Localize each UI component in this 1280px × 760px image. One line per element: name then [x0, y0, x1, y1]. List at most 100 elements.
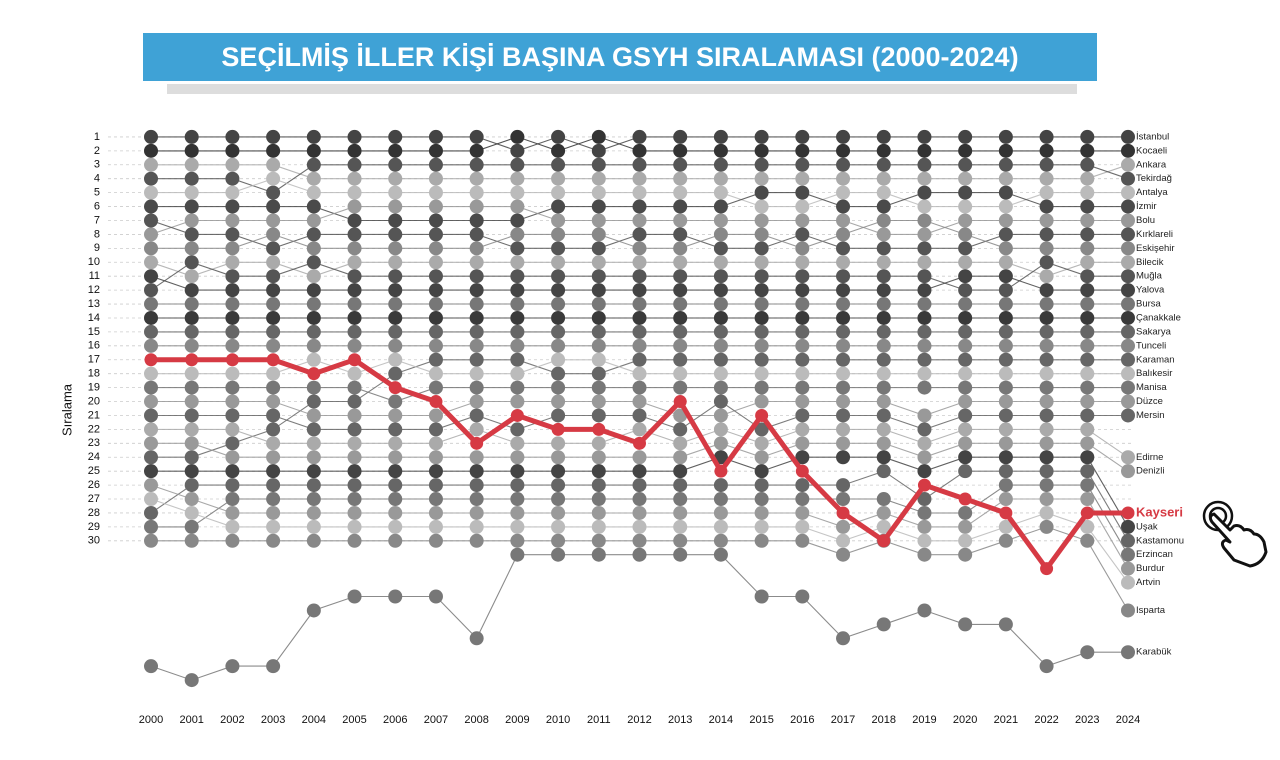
point: [266, 297, 281, 312]
point: [306, 171, 321, 186]
point: [713, 394, 728, 409]
point: [551, 310, 566, 325]
point: [551, 324, 566, 339]
point: [673, 185, 688, 200]
point: [795, 143, 810, 158]
point: [958, 283, 973, 298]
point: [184, 366, 199, 381]
point: [917, 408, 932, 423]
point: [306, 269, 321, 284]
point: [754, 464, 769, 479]
point: [266, 227, 281, 242]
point: [754, 324, 769, 339]
point: [958, 297, 973, 312]
point: [876, 255, 891, 270]
point: [469, 171, 484, 186]
point: [958, 310, 973, 325]
point: [184, 283, 199, 298]
highlight-point: [592, 422, 606, 436]
point: [713, 143, 728, 158]
point: [428, 505, 443, 520]
point: [591, 338, 606, 353]
point: [510, 492, 525, 507]
point: [998, 366, 1013, 381]
point: [795, 227, 810, 242]
point: [998, 324, 1013, 339]
point: [428, 450, 443, 465]
point: [876, 241, 891, 256]
point: [469, 241, 484, 256]
point: [306, 422, 321, 437]
series-label: Ankara: [1136, 159, 1167, 170]
point: [184, 241, 199, 256]
point: [917, 422, 932, 437]
point: [998, 380, 1013, 395]
point: [917, 603, 932, 618]
point: [551, 533, 566, 548]
point: [836, 227, 851, 242]
point: [184, 310, 199, 325]
point: [144, 199, 158, 214]
point: [836, 408, 851, 423]
point: [469, 269, 484, 284]
point: [469, 185, 484, 200]
point: [673, 227, 688, 242]
point: [876, 505, 891, 520]
point: [917, 310, 932, 325]
point: [184, 492, 199, 507]
point: [469, 129, 484, 144]
point: [958, 352, 973, 367]
point: [998, 129, 1013, 144]
point: [1121, 129, 1135, 144]
point: [673, 380, 688, 395]
point: [144, 269, 158, 284]
point: [184, 324, 199, 339]
point: [388, 185, 403, 200]
point: [347, 366, 362, 381]
point: [347, 157, 362, 172]
point: [591, 450, 606, 465]
point: [958, 380, 973, 395]
point: [510, 310, 525, 325]
point: [917, 185, 932, 200]
point: [754, 478, 769, 493]
point: [836, 283, 851, 298]
banner-shadow: [167, 84, 1077, 94]
y-tick-label: 15: [88, 326, 100, 338]
point: [1039, 338, 1054, 353]
point: [388, 283, 403, 298]
point: [1121, 352, 1135, 367]
point: [144, 659, 158, 674]
series-label: Eskişehir: [1136, 243, 1175, 254]
highlight-point: [551, 422, 565, 436]
point: [388, 338, 403, 353]
point: [428, 185, 443, 200]
point: [632, 464, 647, 479]
point: [144, 241, 158, 256]
highlight-label: Kayseri: [1136, 504, 1183, 519]
point: [225, 269, 240, 284]
point: [1080, 129, 1095, 144]
point: [306, 352, 321, 367]
point: [266, 157, 281, 172]
point: [632, 241, 647, 256]
x-tick-label: 2017: [831, 714, 855, 726]
point: [1039, 519, 1054, 534]
point: [673, 283, 688, 298]
point: [428, 352, 443, 367]
point: [1039, 255, 1054, 270]
point: [632, 450, 647, 465]
point: [225, 199, 240, 214]
point: [266, 408, 281, 423]
point: [184, 157, 199, 172]
point: [469, 157, 484, 172]
point: [266, 255, 281, 270]
point: [469, 492, 484, 507]
point: [591, 533, 606, 548]
point: [144, 450, 158, 465]
point: [184, 394, 199, 409]
point: [551, 464, 566, 479]
point: [713, 505, 728, 520]
point: [673, 324, 688, 339]
point: [428, 199, 443, 214]
